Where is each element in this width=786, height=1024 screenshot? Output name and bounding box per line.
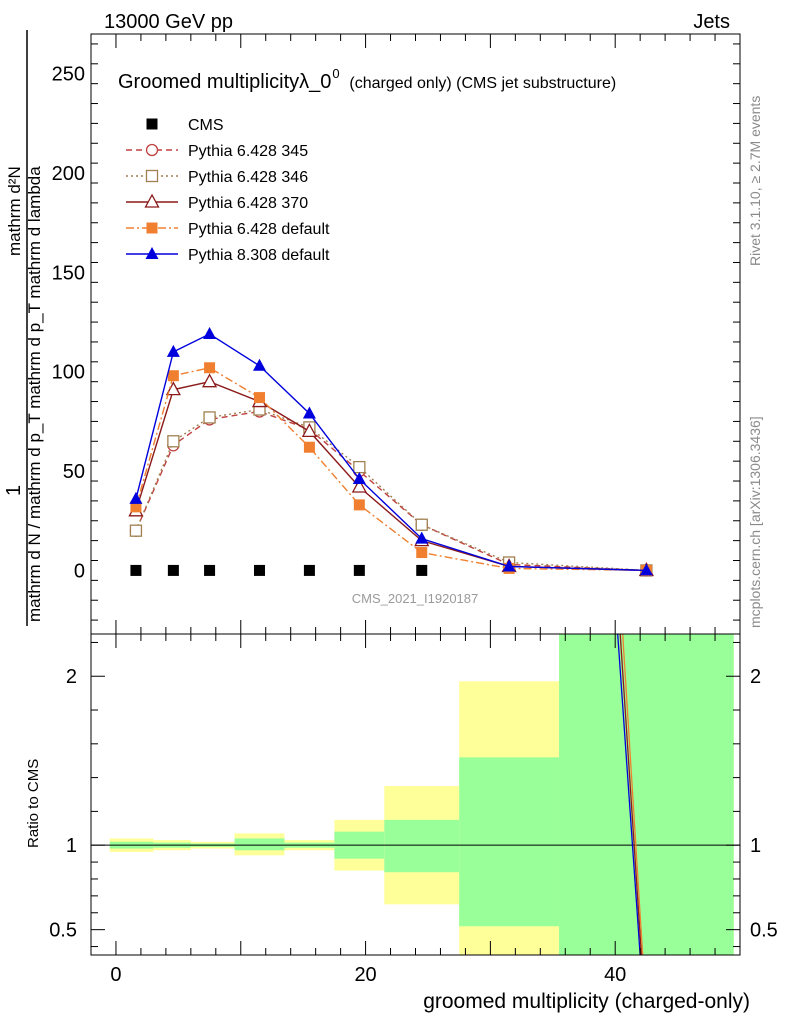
main-ytick-label: 200	[52, 163, 85, 185]
legend-label: Pythia 6.428 370	[188, 195, 308, 212]
series-line	[135, 408, 647, 572]
ylabel-one: 1	[3, 485, 25, 496]
main-ytick-label: 0	[74, 560, 85, 582]
ratio-ytick-label: 0.5	[49, 920, 77, 942]
series-2	[129, 403, 653, 577]
data-point	[416, 547, 428, 559]
main-ytick-label: 50	[63, 461, 85, 483]
data-point	[204, 362, 216, 374]
legend-label: Pythia 6.428 346	[188, 169, 308, 186]
data-point	[129, 524, 143, 537]
series-5	[129, 327, 653, 576]
data-point	[203, 327, 217, 339]
main-ylabel: 1 mathrm d²N mathrm d N / mathrm d p_T m…	[3, 30, 44, 626]
series-line	[135, 380, 647, 572]
main-ytick-label: 100	[52, 362, 85, 384]
data-point	[130, 564, 142, 576]
header-left: 13000 GeV pp	[104, 11, 233, 33]
data-point	[167, 435, 180, 448]
ratio-xtick-label: 20	[354, 964, 376, 986]
series-line	[135, 410, 647, 572]
ratio-ytick-label-right: 1	[750, 835, 761, 857]
ratio-ytick-label-right: 0.5	[750, 920, 778, 942]
ratio-ytick-label-right: 2	[750, 666, 761, 688]
ratio-curve	[622, 633, 644, 956]
data-point	[303, 441, 315, 453]
header-right: Jets	[693, 11, 730, 33]
data-point	[416, 564, 428, 576]
side-label-bottom: mcplots.cern.ch [arXiv:1306.3436]	[747, 416, 763, 628]
main-ytick-label: 250	[52, 64, 85, 86]
data-point	[167, 370, 179, 382]
ratio-plot-panel: 0 20 40 0.5 0.5 1 1 2 2	[49, 633, 778, 986]
x-axis-label: groomed multiplicity (charged-only)	[423, 990, 750, 1013]
data-point	[639, 563, 653, 576]
ratio-curve	[619, 633, 643, 956]
data-point	[415, 531, 429, 544]
ratio-curve	[617, 633, 641, 956]
ylabel-denominator: mathrm d N / mathrm d p_T mathrm d p_T m…	[25, 166, 44, 622]
ratio-xtick-label: 40	[604, 964, 626, 986]
legend-label: Pythia 8.308 default	[188, 247, 330, 264]
legend-marker	[146, 222, 158, 234]
data-point	[130, 501, 142, 513]
data-point	[302, 406, 316, 419]
data-point	[253, 564, 265, 576]
legend-marker	[145, 169, 159, 183]
series-3	[128, 373, 654, 577]
ratio-ytick-label: 1	[66, 835, 77, 857]
watermark: CMS_2021_I1920187	[352, 591, 479, 606]
ratio-ylabel: Ratio to CMS	[25, 759, 42, 848]
series-4	[130, 362, 652, 576]
data-point	[415, 518, 428, 531]
legend-label: Pythia 6.428 345	[188, 143, 308, 160]
chart-title-suffix: (charged only) (CMS jet substructure)	[349, 75, 616, 92]
data-point	[204, 564, 216, 576]
legend-marker	[146, 118, 158, 130]
data-point	[352, 472, 366, 485]
data-point	[129, 491, 143, 504]
ratio-band-green	[559, 634, 734, 955]
data-point	[201, 373, 218, 388]
data-point	[353, 460, 366, 474]
data-point	[166, 344, 180, 357]
data-point	[252, 358, 266, 371]
series-line	[135, 367, 647, 572]
data-point	[353, 499, 365, 511]
ylabel-numerator: mathrm d²N	[5, 166, 24, 256]
data-point	[203, 411, 216, 424]
legend-marker	[145, 247, 159, 259]
legend-label: CMS	[188, 117, 224, 134]
legend-marker	[145, 143, 159, 157]
legend-marker	[144, 193, 160, 208]
data-point	[303, 564, 315, 576]
data-point	[502, 559, 516, 572]
data-point	[353, 564, 365, 576]
series-0	[130, 564, 428, 576]
chart-title: Groomed multiplicityλ_0	[118, 71, 331, 93]
data-point	[167, 564, 179, 576]
series-1	[129, 405, 653, 577]
chart-title-superscript: 0	[332, 66, 339, 81]
data-point	[351, 478, 367, 493]
data-point	[301, 422, 318, 438]
side-label-top: Rivet 3.1.10, ≥ 2.7M events	[747, 96, 763, 266]
ratio-band-green	[234, 838, 285, 851]
data-point	[253, 392, 265, 404]
legend-label: Pythia 6.428 default	[188, 221, 330, 238]
ratio-xtick-label: 0	[110, 964, 121, 986]
ratio-ytick-label: 2	[66, 666, 77, 688]
ratio-band-green	[384, 819, 460, 873]
ratio-band-green	[459, 757, 560, 927]
main-ytick-label: 150	[52, 262, 85, 284]
